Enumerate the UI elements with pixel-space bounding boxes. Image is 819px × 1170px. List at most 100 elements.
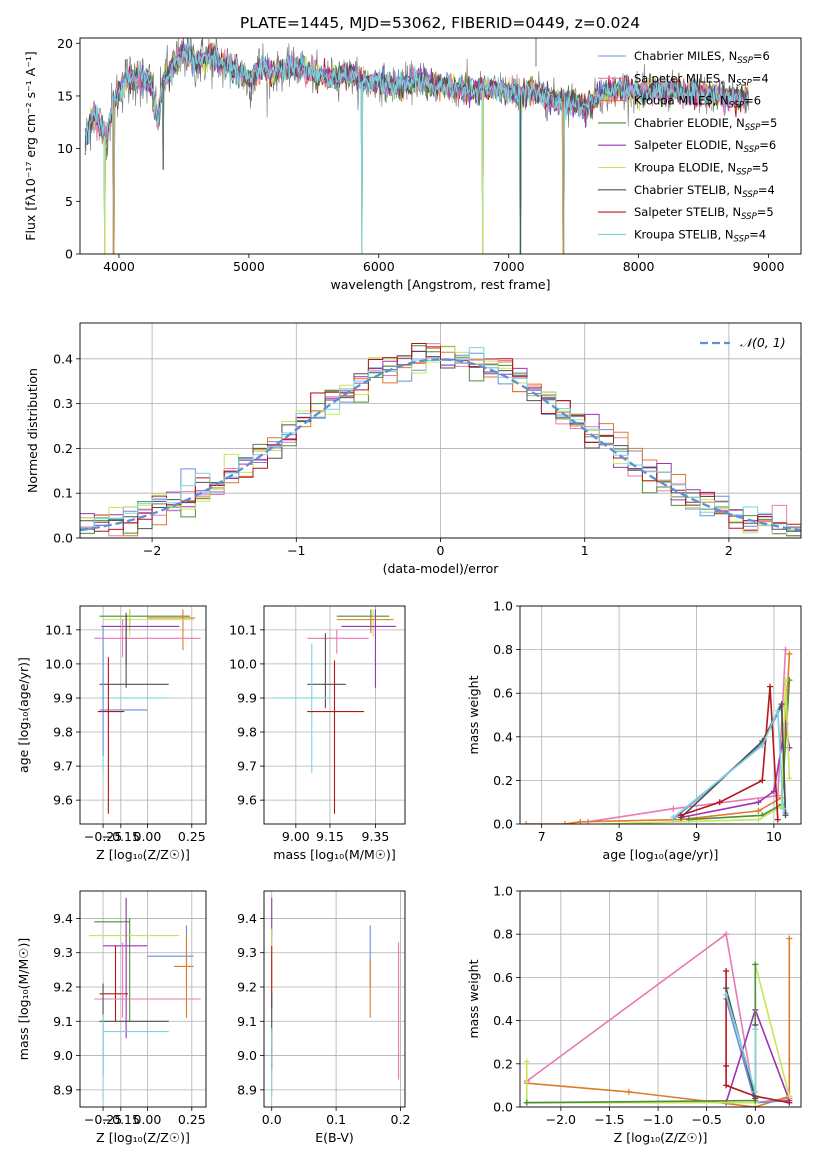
y-tick-label: 15 <box>57 88 73 103</box>
mass-weight-point <box>716 799 723 806</box>
x-tick-label: 8 <box>615 829 623 844</box>
model-spectrum-line <box>84 38 749 254</box>
z-weight-axes: −2.0 −1.5 −1.0 −0.5 0.0 0.0 0.2 0.4 0.6 0.8 1.0 Z [… <box>466 884 802 1145</box>
x-tick-label: 0.0 <box>745 1112 765 1127</box>
mass-weight-point <box>678 812 685 819</box>
y-tick-label: 0 <box>65 247 73 262</box>
model-spectrum-line <box>84 45 749 147</box>
figure-title: PLATE=1445, MJD=53062, FIBERID=0449, z=0… <box>240 14 640 32</box>
z-mass-axes: −0.25−0.150.00 0.25 8.9 9.0 9.1 9.2 9.3 9.4 Z [l… <box>16 890 207 1145</box>
mass-weight-point <box>786 650 793 657</box>
mass-weight-point <box>723 985 730 992</box>
x-tick-label: 0 <box>437 543 445 558</box>
x-tick-label: 0.2 <box>391 1112 411 1127</box>
y-tick-label: 9.0 <box>237 1048 257 1063</box>
x-tick-label: 0.0 <box>262 1112 282 1127</box>
x-tick-label: 5000 <box>233 259 265 274</box>
mass-weight-point <box>780 805 787 812</box>
y-tick-label: 9.3 <box>237 945 257 960</box>
mass-weight-series-line <box>526 932 790 1104</box>
x-tick-label: 0.1 <box>326 1112 346 1127</box>
y-tick-label: 9.9 <box>237 690 257 705</box>
x-tick-label: 9.15 <box>316 829 344 844</box>
mass-weight-point <box>723 1062 730 1069</box>
mass-weight-point <box>600 821 607 824</box>
y-tick-label: 0.6 <box>493 686 513 701</box>
y-tick-label: 0.4 <box>53 351 73 366</box>
mass-weight-point <box>670 814 677 821</box>
y-tick-label: 10.0 <box>229 656 257 671</box>
x-tick-label: −0.15 <box>102 1112 140 1127</box>
z-age-axes: −0.25−0.150.00 0.25 9.6 9.7 9.8 9.9 10.0 10.1 Z … <box>16 605 207 862</box>
mass-weight-point <box>752 1026 759 1033</box>
ebv-mass-xlabel: E(B-V) <box>315 1130 354 1145</box>
spectrum-legend: Chabrier MILES, NSSP=6 Salpeter MILES, NS… <box>598 49 777 244</box>
mass-weight-series-line <box>688 680 791 821</box>
residuals-ylabel: Normed distribution <box>25 368 40 493</box>
x-tick-label: 9.35 <box>362 829 390 844</box>
residuals-legend: 𝒩(0, 1) <box>700 335 786 350</box>
mass-weight-point <box>723 1082 730 1089</box>
legend-entry: 𝒩(0, 1) <box>740 335 786 350</box>
x-tick-label: 6000 <box>363 259 395 274</box>
x-tick-label: 9000 <box>753 259 785 274</box>
age-weight-ylabel: mass weight <box>466 675 481 754</box>
y-tick-label: 0.1 <box>53 486 73 501</box>
z-mass-ylabel: mass [log₁₀(M/M☉)] <box>16 938 31 1060</box>
y-tick-label: 10.0 <box>45 656 73 671</box>
mass-weight-point <box>778 701 785 708</box>
axes-frame <box>519 890 802 1108</box>
axes-frame <box>79 605 207 825</box>
residuals-axes: −2 −1 0 1 2 0.0 0.1 0.2 0.3 0.4 (data-model)/error… <box>25 322 802 576</box>
y-tick-label: 8.9 <box>53 1082 73 1097</box>
z-mass-xlabel: Z [log₁₀(Z/Z☉)] <box>96 1130 190 1145</box>
mass-weight-series-line <box>672 703 787 821</box>
x-tick-label: −2 <box>143 543 161 558</box>
mass-weight-point <box>774 816 781 823</box>
y-tick-label: 0.3 <box>53 396 73 411</box>
x-tick-label: −0.25 <box>84 829 122 844</box>
mass-weight-point <box>786 775 793 782</box>
y-tick-label: 9.1 <box>237 1014 257 1029</box>
mass-weight-series-line <box>725 994 757 1093</box>
legend-entry: Kroupa ELODIE, NSSP=5 <box>634 161 769 178</box>
y-tick-label: 1.0 <box>493 599 513 614</box>
legend-entry: Salpeter MILES, NSSP=4 <box>634 71 769 88</box>
mass-weight-point <box>782 812 789 819</box>
axes-frame <box>263 890 406 1108</box>
mass-weight-point <box>786 1099 793 1106</box>
z-age-ylabel: age [log₁₀(age/yr)] <box>16 657 31 773</box>
y-tick-label: 9.4 <box>237 911 257 926</box>
z-age-xlabel: Z [log₁₀(Z/Z☉)] <box>96 847 190 862</box>
y-tick-label: 9.7 <box>237 759 257 774</box>
legend-entry: Chabrier STELIB, NSSP=4 <box>634 183 775 200</box>
mass-weight-point <box>723 931 730 938</box>
legend-entry: Salpeter ELODIE, NSSP=6 <box>634 138 776 155</box>
x-tick-label: −1.5 <box>594 1112 624 1127</box>
x-tick-label: 9 <box>693 829 701 844</box>
mass-weight-point <box>670 805 677 812</box>
y-tick-label: 0.8 <box>493 927 513 942</box>
y-tick-label: 9.6 <box>237 793 257 808</box>
mass-weight-point <box>759 777 766 784</box>
y-tick-label: 0.0 <box>493 1100 513 1115</box>
y-tick-label: 1.0 <box>493 884 513 899</box>
mass-weight-point <box>523 821 530 824</box>
mass-weight-point <box>752 1095 759 1102</box>
mass-weight-series-line <box>672 710 784 819</box>
x-tick-label: 7 <box>538 829 546 844</box>
y-tick-label: 10 <box>57 141 73 156</box>
axes-frame <box>79 322 802 539</box>
mass-age-axes: 9.00 9.15 9.35 9.6 9.7 9.8 9.9 10.0 10.1 mass [lo… <box>229 605 406 862</box>
mass-weight-point <box>723 991 730 998</box>
y-tick-label: 9.8 <box>53 725 73 740</box>
y-tick-label: 9.4 <box>53 911 73 926</box>
mass-weight-point <box>755 799 762 806</box>
y-tick-label: 9.8 <box>237 725 257 740</box>
mass-age-xlabel: mass [log₁₀(M/M☉)] <box>273 847 395 862</box>
y-tick-label: 0.0 <box>493 817 513 832</box>
mass-weight-point <box>786 744 793 751</box>
y-tick-label: 0.4 <box>493 729 513 744</box>
y-tick-label: 9.3 <box>53 945 73 960</box>
axes-frame <box>79 37 802 255</box>
